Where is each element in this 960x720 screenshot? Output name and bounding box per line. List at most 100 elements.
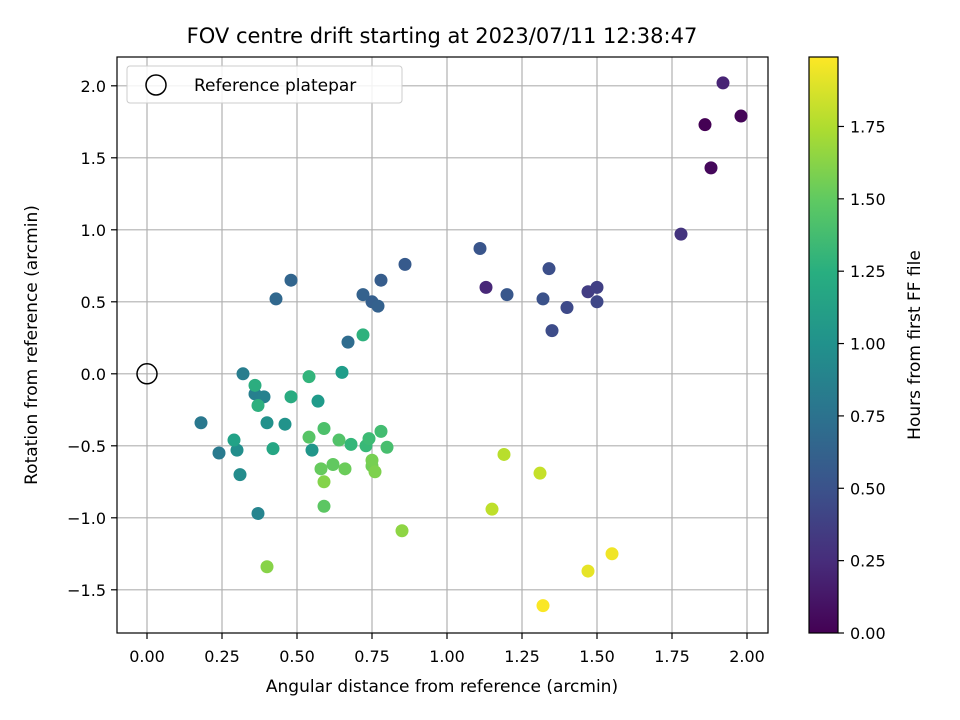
data-point <box>380 440 394 454</box>
data-point <box>590 295 604 309</box>
data-point <box>269 292 283 306</box>
y-tick-label: 1.0 <box>81 221 106 240</box>
data-point <box>332 433 346 447</box>
data-point <box>362 432 376 446</box>
data-point <box>344 437 358 451</box>
y-tick-label: −1.5 <box>67 581 106 600</box>
data-point <box>251 506 265 520</box>
colorbar-tick-label: 1.50 <box>850 190 886 209</box>
data-point <box>314 462 328 476</box>
data-point <box>533 466 547 480</box>
data-point <box>326 458 340 472</box>
data-point <box>317 475 331 489</box>
colorbar-tick-label: 0.00 <box>850 624 886 643</box>
data-point <box>212 446 226 460</box>
data-point <box>704 161 718 175</box>
data-point <box>590 280 604 294</box>
legend-label: Reference platepar <box>194 76 356 96</box>
data-point <box>368 465 382 479</box>
x-tick-label: 0.25 <box>204 647 240 666</box>
data-point <box>536 292 550 306</box>
data-point <box>698 118 712 132</box>
data-points <box>194 76 748 613</box>
chart-title: FOV centre drift starting at 2023/07/11 … <box>187 24 698 48</box>
data-point <box>674 227 688 241</box>
x-tick-label: 0.50 <box>279 647 315 666</box>
data-point <box>395 524 409 538</box>
data-point <box>335 365 349 379</box>
data-point <box>284 390 298 404</box>
data-point <box>266 442 280 456</box>
data-point <box>278 417 292 431</box>
data-point <box>479 280 493 294</box>
colorbar-gradient <box>808 56 839 634</box>
y-axis-ticks: −1.5 −1.0 −0.5 0.0 0.5 1.0 1.5 2.0 <box>67 77 117 600</box>
data-point <box>371 299 385 313</box>
colorbar-tick-label: 1.00 <box>850 335 886 354</box>
x-tick-label: 0.00 <box>129 647 165 666</box>
data-point <box>605 547 619 561</box>
data-point <box>311 394 325 408</box>
data-point <box>473 242 487 256</box>
data-point <box>248 378 262 392</box>
y-tick-label: 2.0 <box>81 77 106 96</box>
x-tick-label: 1.75 <box>654 647 690 666</box>
plot-frame <box>116 56 769 634</box>
data-point <box>542 262 556 276</box>
colorbar-ticks: 0.00 0.25 0.50 0.75 1.00 1.25 1.50 1.75 <box>838 117 886 643</box>
data-point <box>560 301 574 315</box>
data-point <box>545 324 559 338</box>
legend: Reference platepar <box>126 65 403 104</box>
data-point <box>365 453 379 467</box>
data-point <box>485 502 499 516</box>
data-point <box>317 499 331 513</box>
colorbar: 0.00 0.25 0.50 0.75 1.00 1.25 1.50 1.75 Hours f… <box>808 56 925 643</box>
data-point <box>302 430 316 444</box>
colorbar-tick-label: 1.25 <box>850 262 886 281</box>
x-tick-label: 2.00 <box>729 647 765 666</box>
data-point <box>236 367 250 381</box>
data-point <box>716 76 730 90</box>
data-point <box>374 273 388 287</box>
data-point <box>227 433 241 447</box>
data-point <box>305 443 319 457</box>
data-point <box>260 560 274 574</box>
data-point <box>497 447 511 461</box>
colorbar-tick-label: 0.25 <box>850 552 886 571</box>
y-tick-label: 1.5 <box>81 149 106 168</box>
data-point <box>302 370 316 384</box>
y-tick-label: −0.5 <box>67 437 106 456</box>
x-axis-label: Angular distance from reference (arcmin) <box>266 677 618 697</box>
colorbar-tick-label: 1.75 <box>850 117 886 136</box>
grid-lines <box>117 57 768 633</box>
data-point <box>230 443 244 457</box>
data-point <box>500 288 514 302</box>
x-tick-label: 1.25 <box>504 647 540 666</box>
data-point <box>398 257 412 271</box>
colorbar-tick-label: 0.50 <box>850 479 886 498</box>
y-tick-label: 0.0 <box>81 365 106 384</box>
data-point <box>233 468 247 482</box>
y-axis-label: Rotation from reference (arcmin) <box>22 205 42 485</box>
plot-area: 0.00 0.25 0.50 0.75 1.00 1.25 1.50 1.75 2.00 −1.… <box>67 56 769 666</box>
colorbar-tick-label: 0.75 <box>850 407 886 426</box>
data-point <box>251 398 265 412</box>
x-axis-ticks: 0.00 0.25 0.50 0.75 1.00 1.25 1.50 1.75 2.00 <box>129 633 765 666</box>
colorbar-label: Hours from first FF file <box>905 250 925 440</box>
legend-marker <box>145 74 167 96</box>
data-point <box>317 422 331 436</box>
plot-background <box>117 57 768 633</box>
reference-platepar-marker <box>136 363 158 385</box>
data-point <box>284 273 298 287</box>
legend-box <box>126 65 403 104</box>
data-point <box>734 109 748 123</box>
data-point <box>356 288 370 302</box>
x-tick-label: 1.00 <box>429 647 465 666</box>
x-tick-label: 0.75 <box>354 647 390 666</box>
data-point <box>356 328 370 342</box>
data-point <box>194 416 208 430</box>
data-point <box>374 424 388 438</box>
data-point <box>536 599 550 613</box>
data-point <box>260 416 274 430</box>
